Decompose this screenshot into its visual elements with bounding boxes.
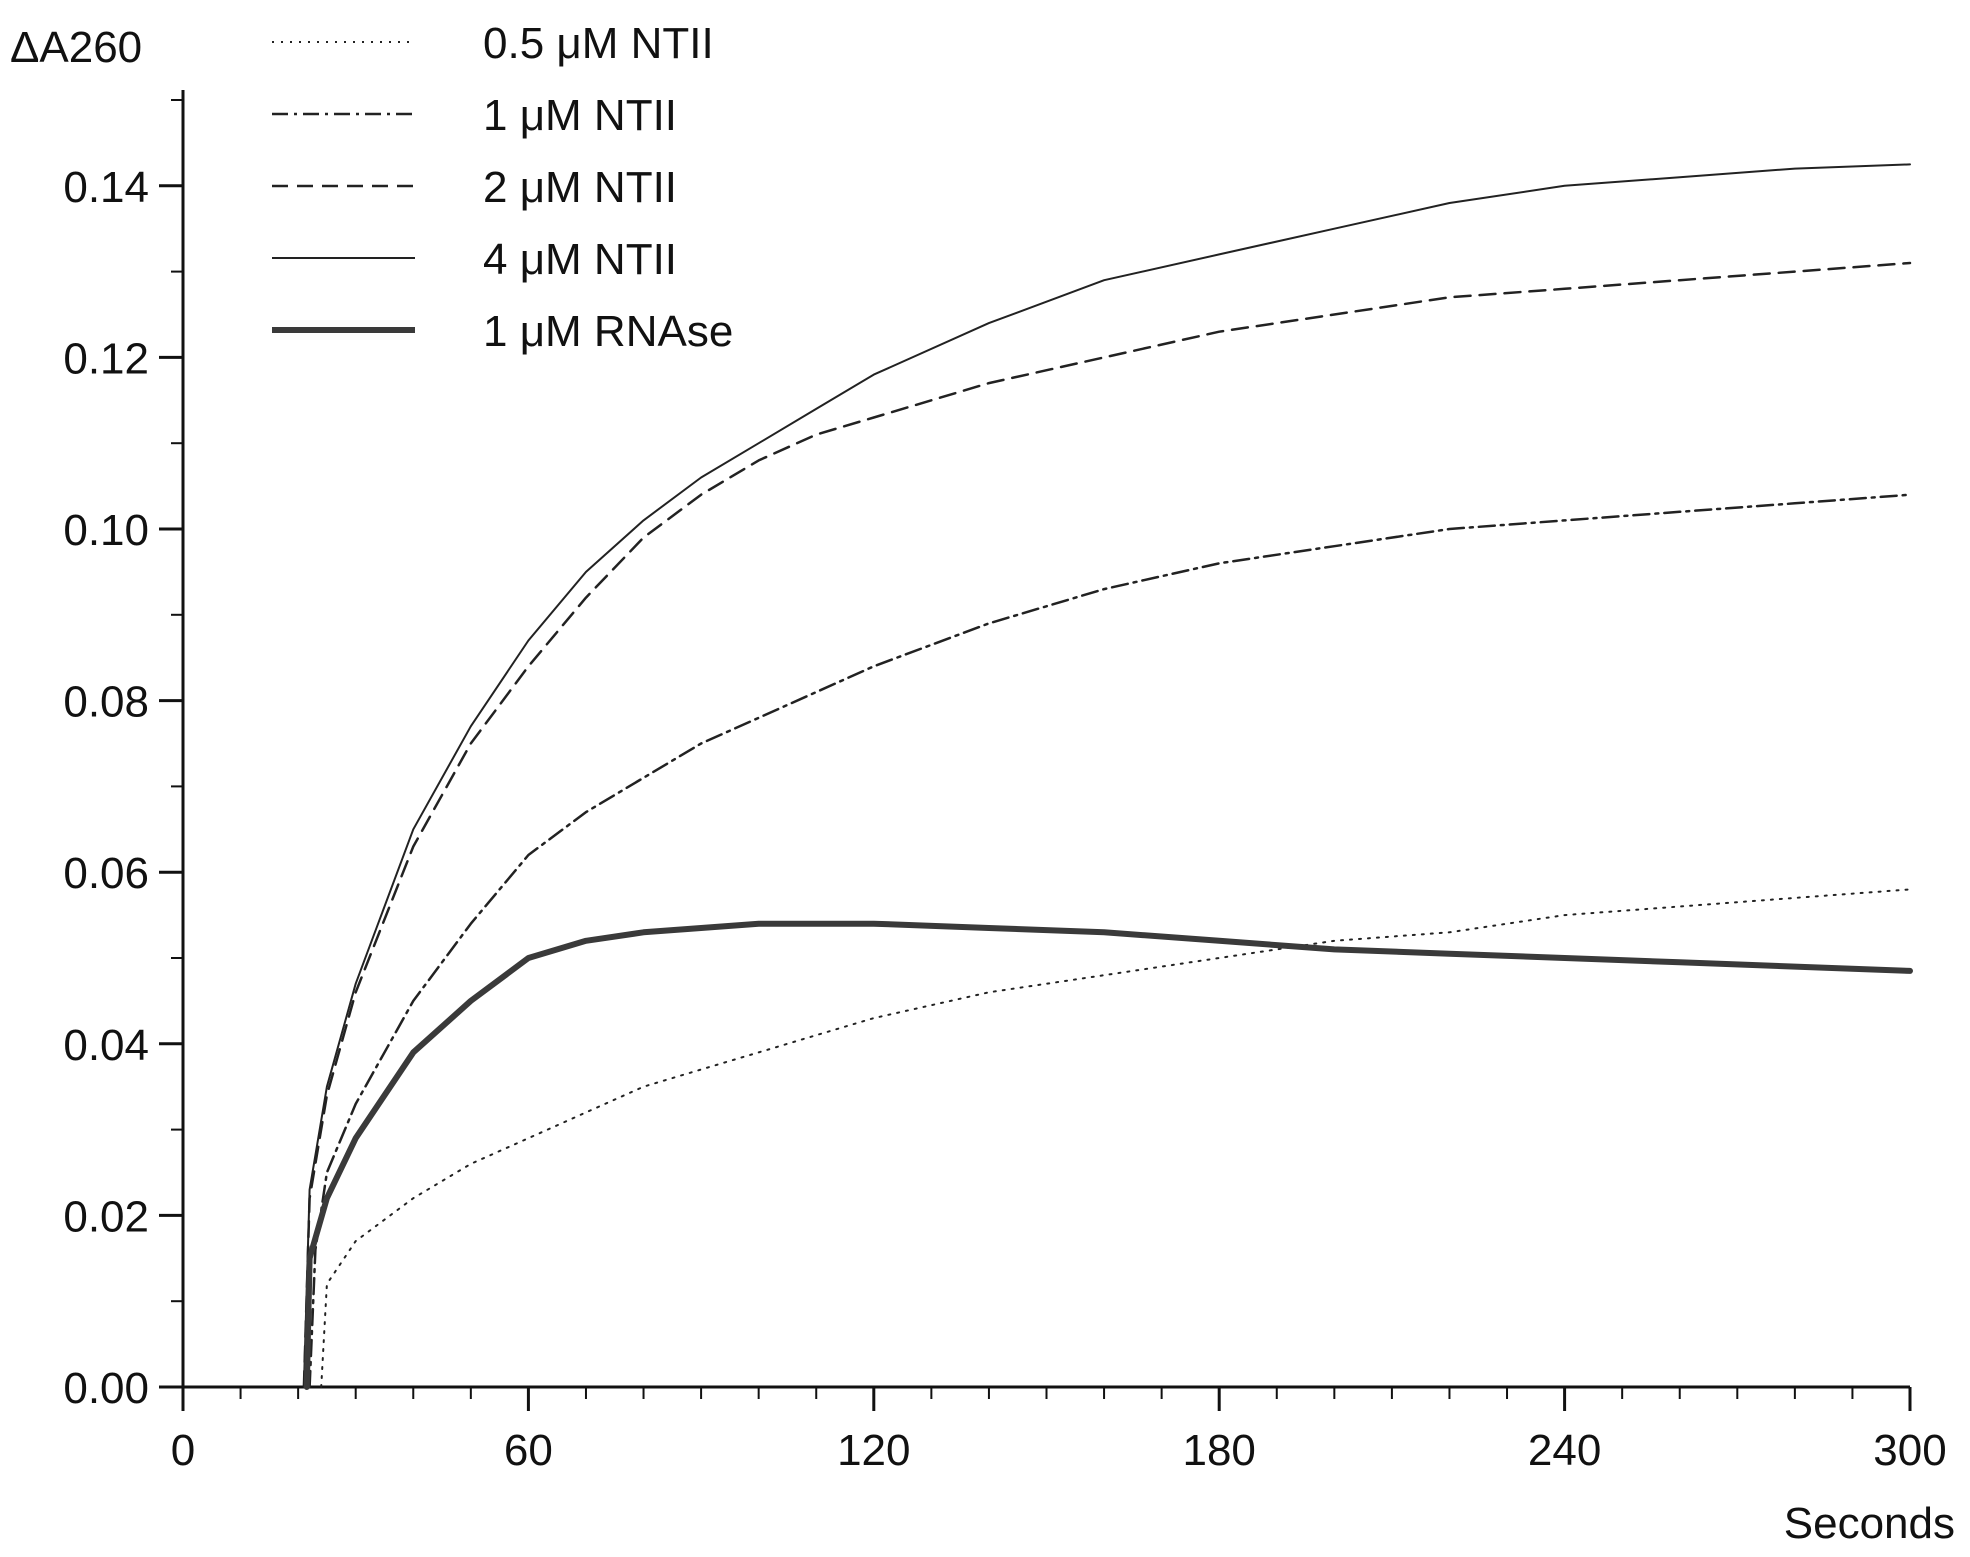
legend-label-4: 4 μM NTII	[483, 235, 677, 284]
x-tick-label: 60	[504, 1426, 553, 1475]
legend-label-1: 0.5 μM NTII	[483, 19, 714, 68]
x-tick-label: 0	[171, 1426, 195, 1475]
series-line-5	[303, 920, 1913, 1390]
y-tick-label: 0.12	[63, 334, 149, 383]
legend-label-2: 1 μM NTII	[483, 91, 677, 140]
y-tick-label: 0.14	[63, 163, 149, 212]
legend: 0.5 μM NTII 1 μM NTII 2 μM NTII 4 μM NTII 1 …	[272, 19, 733, 356]
x-tick-label: 180	[1182, 1426, 1255, 1475]
series-line-3	[302, 261, 1912, 1389]
y-tick-label: 0.00	[63, 1364, 149, 1413]
y-tick-label: 0.04	[63, 1021, 149, 1070]
series-line-4	[302, 163, 1911, 1388]
legend-label-3: 2 μM NTII	[483, 163, 677, 212]
x-tick-label: 120	[837, 1426, 910, 1475]
x-tick-label: 300	[1873, 1426, 1946, 1475]
y-tick-label: 0.08	[63, 678, 149, 727]
y-axis-title: ΔA260	[10, 23, 142, 72]
y-tick-label: 0.06	[63, 849, 149, 898]
y-tick-label: 0.10	[63, 506, 149, 555]
series-lines	[302, 163, 1913, 1390]
x-axis-title: Seconds	[1784, 1499, 1955, 1548]
x-tick-label: 240	[1528, 1426, 1601, 1475]
legend-label-5: 1 μM RNAse	[483, 307, 733, 356]
series-line-2	[308, 493, 1912, 1389]
axes: 0 60 120 180 240 300 0.00 0.02 0.04 0.06 0.08 0.10 0…	[63, 90, 1947, 1475]
y-tick-label: 0.02	[63, 1192, 149, 1241]
